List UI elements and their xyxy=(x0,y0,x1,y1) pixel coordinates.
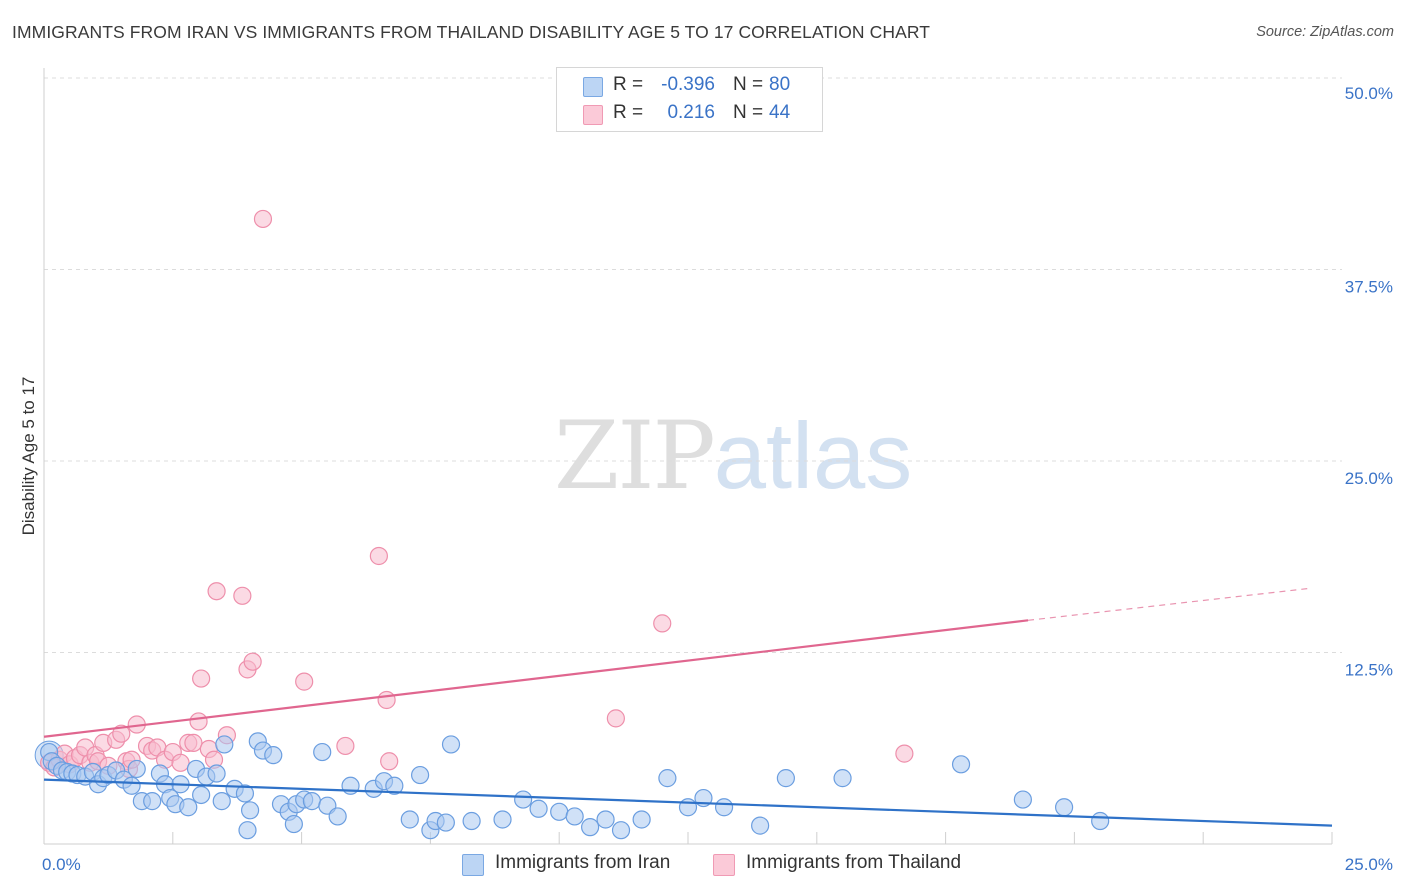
iran-point xyxy=(400,810,419,829)
iran-legend-label: Immigrants from Iran xyxy=(495,852,671,873)
data-points xyxy=(34,209,1110,840)
chart-title: IMMIGRANTS FROM IRAN VS IMMIGRANTS FROM … xyxy=(12,22,931,42)
iran-point xyxy=(302,792,322,811)
series-legend: Immigrants from Iran Immigrants from Tha… xyxy=(0,852,1406,878)
thailand-point xyxy=(377,690,396,710)
iran-point xyxy=(714,798,734,817)
stats-legend: R = -0.396 N = 80 R = 0.216 N = 44 xyxy=(556,67,823,132)
iran-point xyxy=(581,818,600,837)
iran-point xyxy=(212,792,231,811)
iran-point xyxy=(207,764,226,783)
iran-point xyxy=(127,759,146,779)
thailand-point xyxy=(243,652,262,671)
legend-r-label: R = xyxy=(613,74,644,95)
iran-point xyxy=(596,810,615,829)
y-tick-label: 37.5% xyxy=(1345,278,1393,297)
thailand-swatch xyxy=(583,105,603,125)
y-tick-label: 12.5% xyxy=(1345,661,1393,680)
iran-point xyxy=(264,746,283,765)
thailand-point xyxy=(192,669,211,688)
y-tick-label: 50.0% xyxy=(1345,84,1393,103)
iran-trend-line xyxy=(43,778,1333,827)
thailand-point xyxy=(184,733,203,752)
iran-point xyxy=(179,798,198,817)
thailand-legend-swatch xyxy=(713,854,735,876)
iran-point xyxy=(658,769,677,788)
thailand-trend-extension xyxy=(1027,587,1312,621)
legend-r-label: R = xyxy=(613,102,644,123)
axes xyxy=(43,68,1333,845)
iran-point xyxy=(215,735,234,754)
thailand-point xyxy=(380,752,399,771)
iran-point xyxy=(776,769,795,788)
iran-point xyxy=(611,821,631,840)
iran-point xyxy=(192,785,211,805)
thailand-point xyxy=(295,672,314,691)
thailand-point xyxy=(233,586,252,605)
x-tick-label: 25.0% xyxy=(1345,855,1393,874)
iran-point xyxy=(951,755,971,774)
legend-r-value: 0.216 xyxy=(667,102,715,123)
tick-labels: 12.5% 25.0% 37.5% 50.0% 0.0% 25.0% xyxy=(42,84,1393,874)
iran-point xyxy=(529,799,548,818)
legend-n-label: N = xyxy=(733,102,764,123)
iran-point xyxy=(514,790,533,809)
legend-n-label: N = xyxy=(733,74,764,95)
thailand-point xyxy=(895,744,914,763)
thailand-point xyxy=(112,724,131,743)
iran-point xyxy=(143,792,162,811)
iran-point xyxy=(493,810,512,829)
legend-r-value: -0.396 xyxy=(661,74,715,95)
iran-point xyxy=(235,784,255,803)
trend-lines xyxy=(43,587,1333,827)
iran-point xyxy=(284,814,303,834)
iran-point xyxy=(462,811,481,831)
iran-point xyxy=(385,776,404,795)
iran-point xyxy=(441,735,461,754)
thailand-point xyxy=(171,753,190,772)
x-tick-label: 0.0% xyxy=(42,855,81,874)
thailand-legend-label: Immigrants from Thailand xyxy=(746,852,962,873)
legend-n-value: 44 xyxy=(769,102,791,123)
iran-point xyxy=(240,801,260,820)
iran-point xyxy=(313,742,332,762)
y-axis-title: Disability Age 5 to 17 xyxy=(19,377,38,536)
iran-point xyxy=(122,776,141,795)
legend-n-value: 80 xyxy=(769,74,791,95)
thailand-point xyxy=(253,209,273,229)
iran-swatch xyxy=(583,77,603,97)
y-tick-label: 25.0% xyxy=(1345,469,1393,488)
iran-point xyxy=(678,798,698,817)
thailand-point xyxy=(189,712,208,731)
thailand-point xyxy=(369,546,388,566)
chart-source: Source: ZipAtlas.com xyxy=(1256,24,1394,40)
iran-point xyxy=(550,802,569,821)
iran-point xyxy=(1054,798,1074,817)
thailand-point xyxy=(207,582,226,601)
iran-point xyxy=(565,807,584,826)
iran-point xyxy=(238,821,257,840)
iran-point xyxy=(436,813,455,832)
iran-point xyxy=(1091,811,1110,831)
thailand-trend-line xyxy=(43,619,1029,738)
thailand-point xyxy=(653,614,672,633)
iran-point xyxy=(328,807,347,826)
iran-point xyxy=(1013,790,1032,809)
thailand-point xyxy=(606,709,625,728)
thailand-point xyxy=(336,736,355,756)
iran-point xyxy=(833,769,852,788)
iran-point xyxy=(632,810,651,829)
iran-point xyxy=(751,816,770,835)
iran-legend-swatch xyxy=(462,854,484,876)
gridlines xyxy=(44,77,1342,653)
iran-point xyxy=(410,765,430,785)
